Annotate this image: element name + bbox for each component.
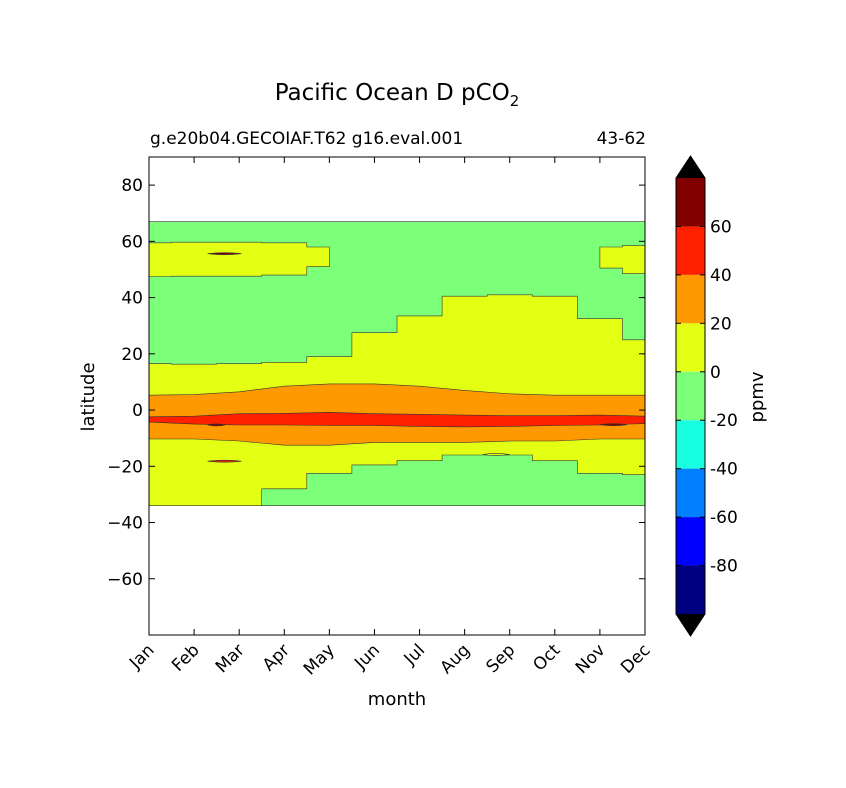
colorbar-outline (675, 155, 706, 637)
chart-subtitle-left: g.e20b04.GECOIAF.T62 g16.eval.001 (150, 129, 463, 149)
chart-title-subscript: 2 (510, 92, 520, 110)
x-tick-label: Oct (529, 640, 564, 675)
chart-subtitle-right: 43-62 (597, 129, 646, 149)
plot-frame (148, 156, 646, 636)
x-axis-label: month (368, 689, 426, 710)
plot-area (148, 156, 646, 636)
y-tick-label: 80 (121, 176, 143, 196)
y-axis: 80 60 40 20 0 −20 −40 −60 (107, 176, 645, 590)
colorbar-segment (676, 468, 705, 518)
colorbar-segment (676, 565, 705, 614)
y-tick-label: 20 (121, 345, 143, 365)
dark-red-blip-equator (599, 423, 628, 426)
x-tick-label: Jul (400, 640, 429, 669)
colorbar-tick-label: 20 (710, 314, 732, 334)
chart-title-text: Pacific Ocean D pCO (275, 80, 510, 106)
y-tick-label: −40 (107, 514, 143, 534)
x-tick-label: Jan (125, 640, 158, 673)
red-blip-south (207, 459, 242, 463)
colorbar-tick-label: -80 (710, 557, 738, 577)
chart-title: Pacific Ocean D pCO2 (275, 80, 520, 110)
x-tick-label: Aug (437, 640, 475, 678)
x-tick-label: Mar (212, 640, 249, 677)
colorbar: 60 40 20 0 -20 -40 -60 -80 (675, 155, 738, 637)
yellow-blip-south (482, 453, 510, 456)
colorbar-extend-bottom (676, 614, 705, 636)
x-tick-label: Feb (168, 640, 203, 675)
y-tick-label: −60 (107, 570, 143, 590)
colorbar-tick-label: -20 (710, 411, 738, 431)
y-tick-label: 0 (132, 401, 143, 421)
dark-red-blip-equator-2 (207, 423, 226, 427)
colorbar-tick-label: 60 (710, 217, 732, 237)
colorbar-segment (676, 323, 705, 372)
colorbar-segment (676, 517, 705, 566)
colorbar-label: ppmv (747, 371, 768, 422)
x-tick-label: Dec (617, 640, 654, 677)
x-tick-label: Nov (572, 640, 610, 678)
x-tick-label: May (300, 640, 339, 679)
colorbar-tick-label: 40 (710, 266, 732, 286)
colorbar-segment (676, 371, 705, 421)
y-tick-label: 40 (121, 289, 143, 309)
colorbar-segment (676, 178, 705, 227)
colorbar-extend-top (676, 156, 705, 178)
y-tick-label: 60 (121, 232, 143, 252)
colorbar-tick-label: -40 (710, 460, 738, 480)
y-tick-label: −20 (107, 457, 143, 477)
colorbar-tick-label: 0 (710, 363, 721, 383)
y-axis-label: latitude (78, 362, 99, 431)
yellow-band-north-0 (148, 241, 330, 277)
colorbar-segment (676, 226, 705, 275)
x-tick-label: Sep (482, 640, 519, 677)
title-group: Pacific Ocean D pCO2 g.e20b04.GECOIAF.T6… (150, 80, 646, 149)
x-tick-label: Apr (259, 640, 294, 675)
colorbar-segment (676, 420, 705, 469)
colorbar-segment (676, 274, 705, 324)
colorbar-tick-label: -60 (710, 508, 738, 528)
dark-red-blip-north (207, 252, 242, 256)
x-axis: Jan Feb Mar Apr May Jun Jul Aug Sep Oct Nov Dec (125, 157, 655, 679)
x-tick-label: Jun (350, 640, 384, 674)
